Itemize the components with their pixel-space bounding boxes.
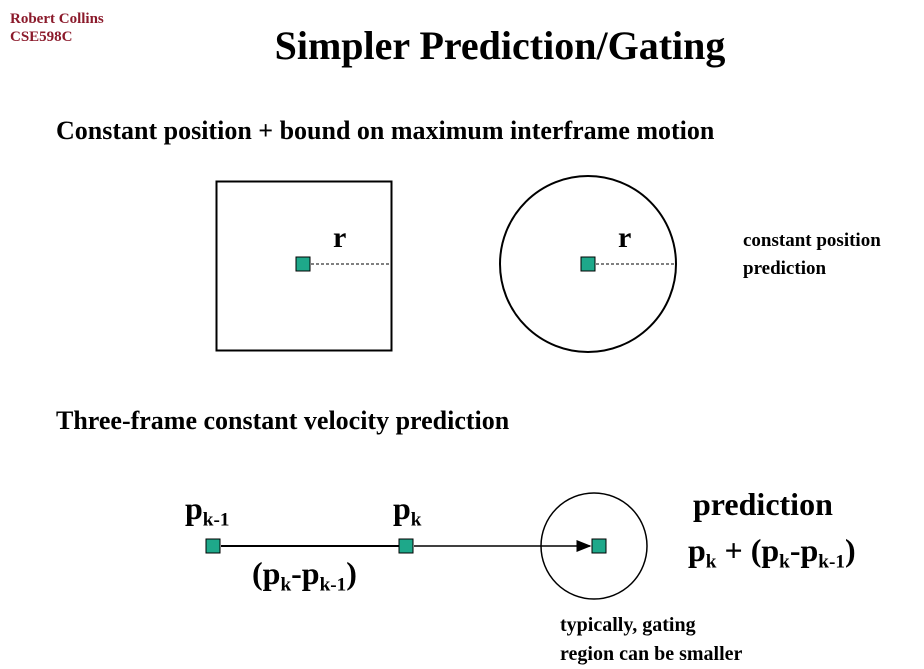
square-center-marker <box>295 256 311 272</box>
constant-position-note: constant position prediction <box>743 227 881 283</box>
point-curr-marker <box>398 538 414 554</box>
author-block: Robert Collins CSE598C <box>10 10 104 46</box>
circle-radius-label: r <box>618 221 632 254</box>
course-code: CSE598C <box>10 29 73 45</box>
slide-title: Simpler Prediction/Gating <box>274 23 726 68</box>
point-prev-marker <box>205 538 221 554</box>
prediction-title: prediction <box>693 486 833 522</box>
section2-heading: Three-frame constant velocity prediction <box>56 406 510 435</box>
point-predicted-marker <box>591 538 607 554</box>
displacement-label: (pk-pk-1) <box>252 555 357 596</box>
gating-note-line1: typically, gating <box>560 614 696 636</box>
section1-heading: Constant position + bound on maximum int… <box>56 116 715 145</box>
side-note-line1: constant position <box>743 230 881 251</box>
prediction-formula: pk + (pk-pk-1) <box>688 532 856 573</box>
gating-note: typically, gating region can be smaller <box>560 611 742 669</box>
author-name: Robert Collins <box>10 11 104 27</box>
label-p-k: pk <box>393 490 422 531</box>
gating-note-line2: region can be smaller <box>560 643 743 665</box>
label-p-k-minus-1: pk-1 <box>185 490 230 531</box>
side-note-line2: prediction <box>743 258 827 279</box>
circle-gating-region <box>499 175 677 353</box>
square-gating-region <box>215 180 393 352</box>
square-radius-label: r <box>333 221 347 254</box>
circle-center-marker <box>580 256 596 272</box>
